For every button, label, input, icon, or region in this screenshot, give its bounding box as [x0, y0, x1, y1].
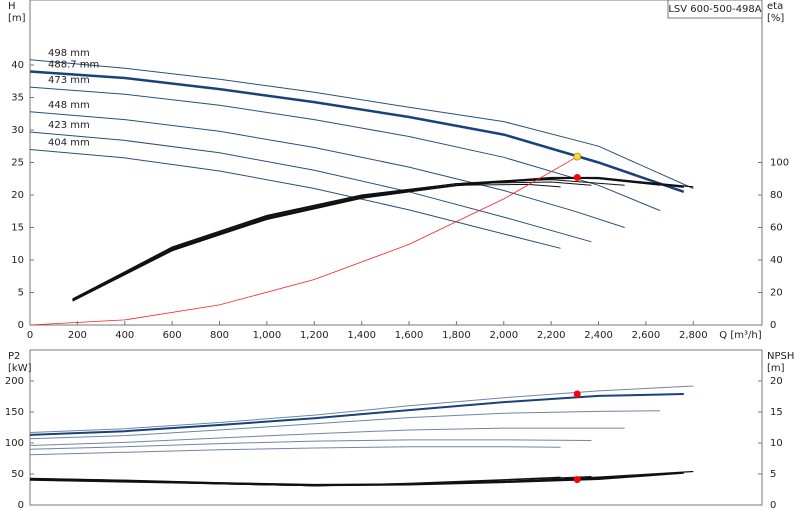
- y-tick-label: 10: [11, 255, 24, 266]
- y2-axis-label: eta: [767, 1, 783, 12]
- y2-tick-label: 100: [770, 158, 789, 169]
- y2-axis-label: [m]: [767, 363, 785, 374]
- duty-point: [573, 152, 582, 161]
- plot-frame: [29, 349, 763, 506]
- y-tick-label: 20: [11, 190, 24, 201]
- y-axis-label: [m]: [8, 13, 26, 24]
- curve: [29, 70, 685, 193]
- curve: [29, 149, 561, 249]
- curve: [72, 176, 684, 302]
- plot-frame: [29, 0, 763, 326]
- y-tick-label: 25: [11, 158, 24, 169]
- y2-tick-label: 10: [770, 438, 783, 449]
- curve: [29, 156, 578, 326]
- y2-tick-label: 80: [770, 190, 783, 201]
- x-tick-label: 1,400: [347, 330, 376, 341]
- x-tick-label: 400: [115, 330, 134, 341]
- curve: [29, 385, 694, 433]
- x-tick-label: 1,000: [253, 330, 282, 341]
- curve: [29, 446, 561, 456]
- y-tick-label: 30: [11, 125, 24, 136]
- x-axis-label: Q [m³/h]: [719, 330, 761, 341]
- x-tick-label: 1,800: [442, 330, 471, 341]
- y2-tick-label: 0: [770, 500, 776, 511]
- y2-axis-label: NPSH: [767, 351, 794, 362]
- y-axis-label: [kW]: [8, 363, 32, 374]
- y2-tick-label: 60: [770, 223, 783, 234]
- curve-label: 488.7 mm: [48, 60, 99, 71]
- x-tick-label: 800: [210, 330, 229, 341]
- x-tick-label: 1,600: [395, 330, 424, 341]
- y2-tick-label: 20: [770, 288, 783, 299]
- curve-label: 448 mm: [48, 100, 90, 111]
- y-axis-label: H: [8, 1, 16, 12]
- curve-label: 423 mm: [48, 120, 90, 131]
- x-tick-label: 1,200: [300, 330, 329, 341]
- curve: [29, 439, 592, 450]
- curve-label: 473 mm: [48, 75, 90, 86]
- x-tick-label: 2,000: [489, 330, 518, 341]
- chart-title: LSV 600-500-498A: [668, 4, 761, 15]
- y-tick-label: 40: [11, 60, 24, 71]
- curve: [72, 183, 561, 300]
- y-tick-label: 15: [11, 223, 24, 234]
- y2-tick-label: 0: [770, 320, 776, 331]
- y-tick-label: 0: [18, 500, 24, 511]
- curve: [29, 111, 625, 228]
- curve-label: 498 mm: [48, 48, 90, 59]
- curve: [29, 86, 661, 212]
- y2-tick-label: 40: [770, 255, 783, 266]
- y-tick-label: 50: [11, 469, 24, 480]
- y-tick-label: 150: [5, 407, 24, 418]
- duty-point: [573, 390, 581, 398]
- duty-point: [573, 476, 581, 484]
- curve: [29, 410, 661, 440]
- curve: [29, 476, 561, 487]
- x-tick-label: 2,800: [679, 330, 708, 341]
- curve: [29, 131, 592, 243]
- x-tick-label: 2,600: [632, 330, 661, 341]
- y2-tick-label: 20: [770, 376, 783, 387]
- y2-tick-label: 5: [770, 469, 776, 480]
- y-tick-label: 5: [18, 288, 24, 299]
- x-tick-label: 200: [68, 330, 87, 341]
- curve: [29, 427, 625, 446]
- curve: [29, 59, 694, 189]
- duty-point: [573, 173, 581, 181]
- y-tick-label: 200: [5, 376, 24, 387]
- y2-tick-label: 15: [770, 407, 783, 418]
- y-tick-label: 0: [18, 320, 24, 331]
- curve: [72, 179, 625, 301]
- y2-axis-label: [%]: [767, 13, 784, 24]
- x-tick-label: 0: [27, 330, 33, 341]
- curve-label: 404 mm: [48, 138, 90, 149]
- curve: [29, 393, 684, 436]
- x-tick-label: 600: [163, 330, 182, 341]
- title-box: [667, 0, 763, 19]
- y-tick-label: 100: [5, 438, 24, 449]
- y-axis-label: P2: [8, 351, 20, 362]
- y-tick-label: 35: [11, 93, 24, 104]
- x-tick-label: 2,200: [537, 330, 566, 341]
- x-tick-label: 2,400: [584, 330, 613, 341]
